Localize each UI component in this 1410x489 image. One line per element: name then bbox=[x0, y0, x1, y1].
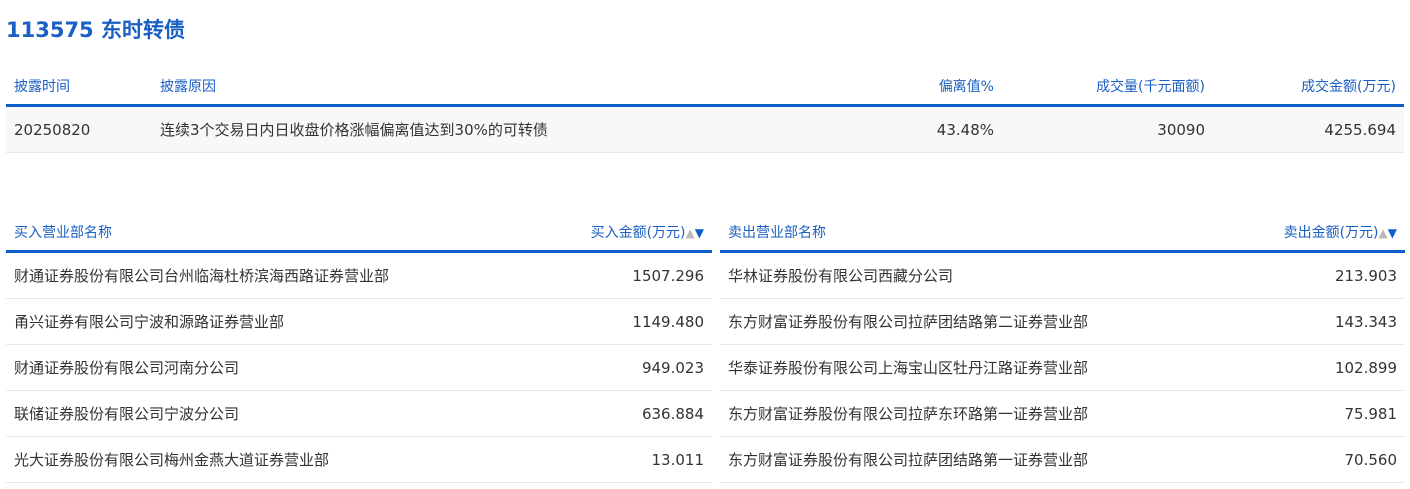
col-buy-branch: 买入营业部名称 bbox=[6, 214, 516, 253]
table-header: 披露时间 披露原因 偏离值% 成交量(千元面额) 成交金额(万元) bbox=[6, 68, 1404, 107]
table-header: 买入营业部名称 买入金额(万元)▲▼ bbox=[6, 214, 712, 253]
branch-name: 东方财富证券股份有限公司拉萨团结路第二证券营业部 bbox=[720, 298, 1209, 345]
amount: 636.884 bbox=[516, 390, 712, 437]
amount: 1507.296 bbox=[516, 251, 712, 299]
buy-table: 买入营业部名称 买入金额(万元)▲▼ 财通证券股份有限公司台州临海杜桥滨海西路证券… bbox=[6, 214, 712, 483]
col-volume: 成交量(千元面额) bbox=[1002, 68, 1213, 107]
branch-name: 华林证券股份有限公司西藏分公司 bbox=[720, 251, 1209, 299]
branch-name: 甬兴证券有限公司宁波和源路证券营业部 bbox=[6, 298, 516, 345]
cell: 连续3个交易日内日收盘价格涨幅偏离值达到30%的可转债 bbox=[152, 105, 836, 153]
col-disclosure-time: 披露时间 bbox=[6, 68, 152, 107]
table-row: 20250820 连续3个交易日内日收盘价格涨幅偏离值达到30%的可转债 43.… bbox=[6, 105, 1404, 153]
col-sell-amount[interactable]: 卖出金额(万元)▲▼ bbox=[1209, 214, 1405, 253]
branch-name: 东方财富证券股份有限公司拉萨东环路第一证券营业部 bbox=[720, 390, 1209, 437]
cell: 43.48% bbox=[836, 105, 1002, 153]
col-disclosure-reason: 披露原因 bbox=[152, 68, 836, 107]
branch-name: 光大证券股份有限公司梅州金燕大道证券营业部 bbox=[6, 436, 516, 483]
amount: 70.560 bbox=[1209, 436, 1405, 483]
amount: 75.981 bbox=[1209, 390, 1405, 437]
branch-name: 财通证券股份有限公司台州临海杜桥滨海西路证券营业部 bbox=[6, 251, 516, 299]
col-buy-amount[interactable]: 买入金额(万元)▲▼ bbox=[516, 214, 712, 253]
cell: 30090 bbox=[1002, 105, 1213, 153]
table-header: 卖出营业部名称 卖出金额(万元)▲▼ bbox=[720, 214, 1405, 253]
sell-table: 卖出营业部名称 卖出金额(万元)▲▼ 华林证券股份有限公司西藏分公司 213.903… bbox=[720, 214, 1405, 483]
table-row: 华林证券股份有限公司西藏分公司 213.903 bbox=[720, 251, 1405, 299]
amount: 1149.480 bbox=[516, 298, 712, 345]
col-deviation: 偏离值% bbox=[836, 68, 1002, 107]
table-row: 华泰证券股份有限公司上海宝山区牡丹江路证券营业部 102.899 bbox=[720, 344, 1405, 391]
amount: 102.899 bbox=[1209, 344, 1405, 391]
branch-name: 联储证券股份有限公司宁波分公司 bbox=[6, 390, 516, 437]
amount: 143.343 bbox=[1209, 298, 1405, 345]
table-row: 财通证券股份有限公司河南分公司 949.023 bbox=[6, 344, 712, 391]
amount: 213.903 bbox=[1209, 251, 1405, 299]
table-row: 联储证券股份有限公司宁波分公司 636.884 bbox=[6, 390, 712, 437]
cell: 20250820 bbox=[6, 105, 152, 153]
sort-icon[interactable]: ▲▼ bbox=[685, 226, 704, 240]
table-row: 甬兴证券有限公司宁波和源路证券营业部 1149.480 bbox=[6, 298, 712, 345]
sort-icon[interactable]: ▲▼ bbox=[1378, 226, 1397, 240]
branch-name: 财通证券股份有限公司河南分公司 bbox=[6, 344, 516, 391]
table-row: 东方财富证券股份有限公司拉萨团结路第一证券营业部 70.560 bbox=[720, 436, 1405, 483]
table-row: 财通证券股份有限公司台州临海杜桥滨海西路证券营业部 1507.296 bbox=[6, 251, 712, 299]
table-row: 光大证券股份有限公司梅州金燕大道证券营业部 13.011 bbox=[6, 436, 712, 483]
branch-name: 华泰证券股份有限公司上海宝山区牡丹江路证券营业部 bbox=[720, 344, 1209, 391]
disclosure-table: 披露时间 披露原因 偏离值% 成交量(千元面额) 成交金额(万元) 202508… bbox=[6, 68, 1404, 153]
table-row: 东方财富证券股份有限公司拉萨东环路第一证券营业部 75.981 bbox=[720, 390, 1405, 437]
col-amount: 成交金额(万元) bbox=[1213, 68, 1404, 107]
table-row: 东方财富证券股份有限公司拉萨团结路第二证券营业部 143.343 bbox=[720, 298, 1405, 345]
page-title: 113575 东时转债 bbox=[6, 18, 185, 42]
cell: 4255.694 bbox=[1213, 105, 1404, 153]
amount: 949.023 bbox=[516, 344, 712, 391]
col-sell-branch: 卖出营业部名称 bbox=[720, 214, 1209, 253]
amount: 13.011 bbox=[516, 436, 712, 483]
branch-name: 东方财富证券股份有限公司拉萨团结路第一证券营业部 bbox=[720, 436, 1209, 483]
